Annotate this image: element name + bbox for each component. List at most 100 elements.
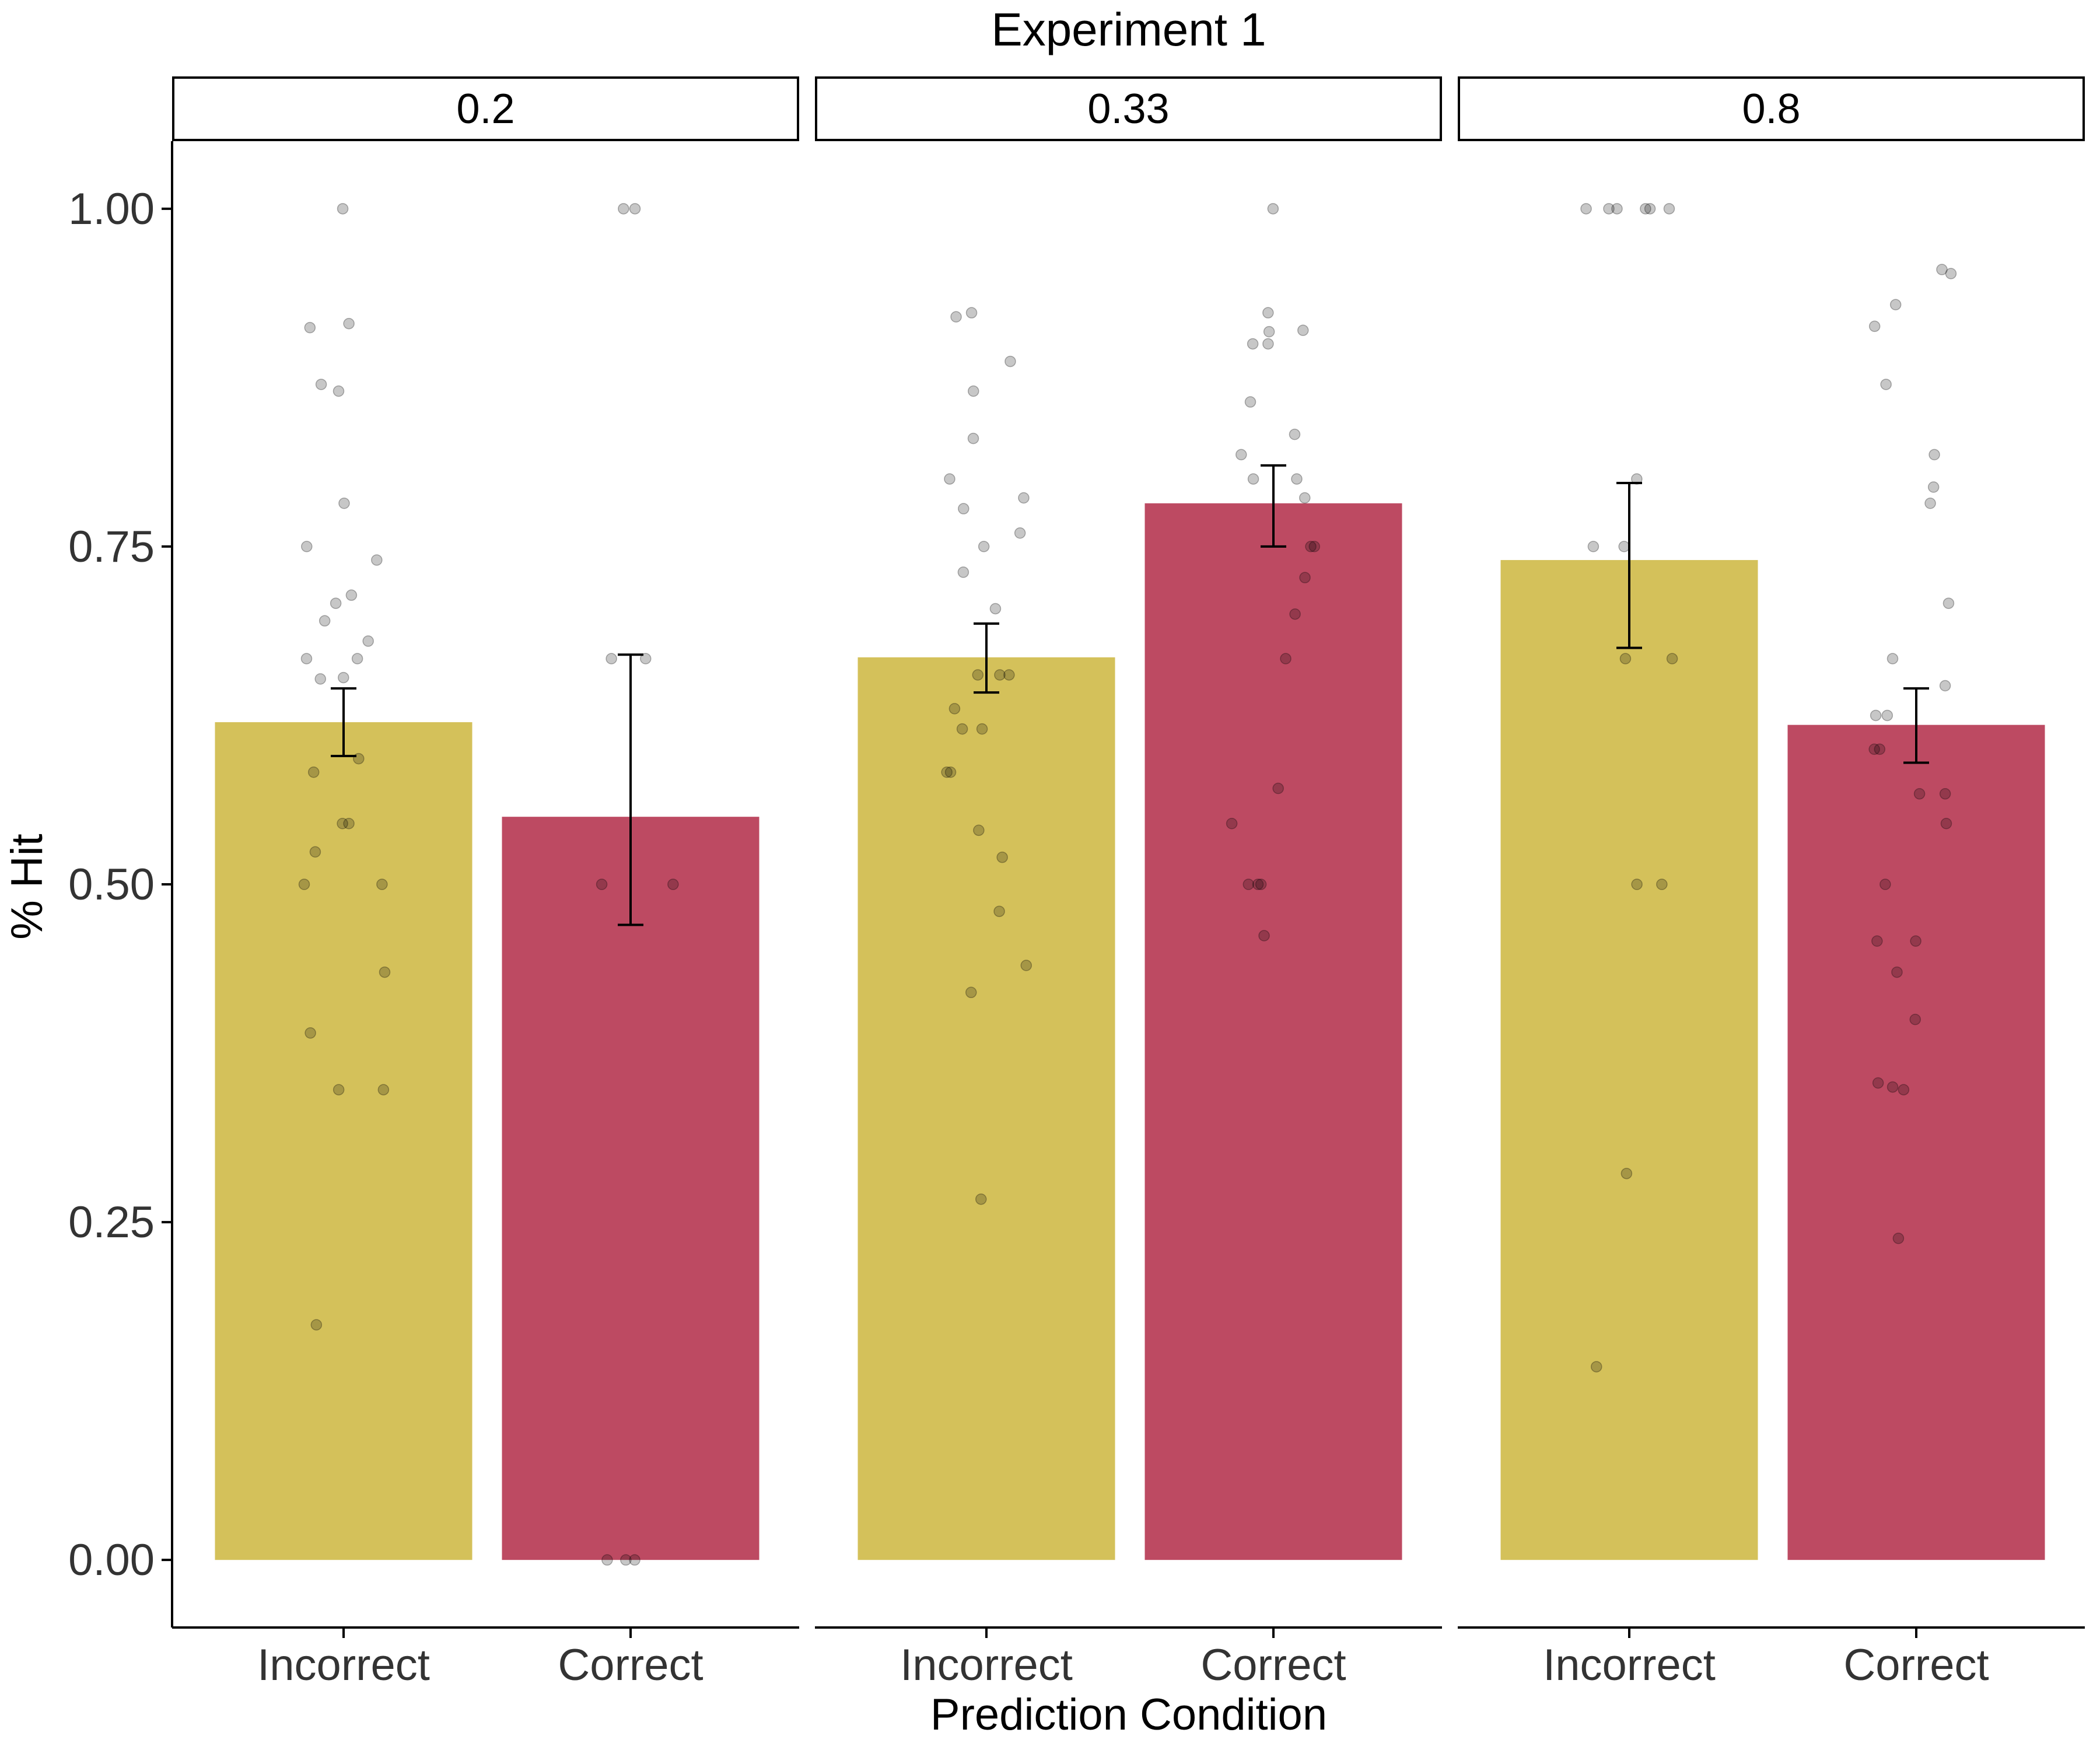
data-point	[606, 653, 617, 664]
data-point	[1272, 782, 1284, 794]
data-point	[338, 671, 349, 684]
data-point	[345, 589, 358, 601]
data-point	[315, 379, 327, 390]
data-point	[1252, 878, 1264, 890]
data-point	[1892, 1233, 1905, 1244]
data-point	[1631, 473, 1643, 485]
data-point	[1872, 1077, 1884, 1089]
data-point	[1887, 653, 1899, 664]
data-point	[596, 878, 608, 890]
data-point	[330, 597, 342, 609]
data-point	[1236, 449, 1247, 461]
x-axes: Incorrect Correct Incorrect Correct Incorrec…	[172, 1626, 2085, 1690]
data-point	[949, 703, 961, 715]
x-tick-label: Correct	[1200, 1640, 1346, 1690]
data-point	[1887, 1081, 1899, 1093]
data-point	[1003, 669, 1015, 681]
y-tick-label: 0.75	[68, 522, 155, 572]
data-point	[343, 317, 355, 330]
y-tick-label: 1.00	[68, 184, 155, 234]
data-point	[958, 503, 970, 514]
data-point	[1018, 492, 1030, 504]
facet-strip	[1458, 76, 2085, 141]
data-point	[309, 846, 321, 858]
data-point	[629, 203, 641, 215]
data-point	[1255, 878, 1267, 890]
y-axis-title: % Hit	[2, 834, 52, 940]
data-point	[1305, 541, 1317, 552]
data-point	[965, 986, 977, 999]
data-point	[1258, 930, 1270, 942]
data-point	[667, 878, 679, 890]
data-point	[944, 766, 957, 778]
data-point	[1242, 878, 1255, 890]
data-point	[1631, 878, 1643, 890]
data-point	[1939, 680, 1951, 692]
x-tick-label: Incorrect	[257, 1640, 430, 1690]
data-point	[1881, 709, 1894, 722]
data-point	[1870, 709, 1882, 722]
data-point	[1289, 608, 1301, 620]
facet-panel	[858, 203, 1402, 1560]
data-point	[1005, 355, 1016, 368]
data-point	[950, 311, 962, 323]
data-point	[1262, 338, 1274, 350]
data-point	[1297, 324, 1309, 337]
data-point	[1280, 653, 1292, 664]
facet-panel	[1500, 203, 2045, 1560]
data-point	[978, 541, 990, 552]
x-tick-label: Correct	[1843, 1640, 1989, 1690]
data-point	[1020, 960, 1032, 971]
data-point	[1014, 527, 1026, 539]
data-point	[1940, 818, 1952, 830]
data-point	[972, 669, 984, 681]
data-point	[337, 818, 348, 830]
data-point	[304, 1027, 316, 1039]
data-point	[1244, 396, 1256, 408]
data-point	[944, 473, 956, 485]
data-point	[1587, 541, 1600, 552]
data-point	[379, 966, 391, 978]
data-point	[1289, 428, 1301, 440]
data-point	[343, 818, 355, 830]
data-point	[941, 766, 953, 778]
data-point	[1611, 203, 1623, 215]
chart-title: Experiment 1	[991, 4, 1266, 55]
data-point	[1939, 788, 1951, 800]
data-point	[1620, 1167, 1633, 1180]
data-point	[957, 566, 970, 578]
x-tick-label: Incorrect	[900, 1640, 1073, 1690]
x-tick-label: Correct	[558, 1640, 703, 1690]
data-point	[332, 1084, 345, 1096]
data-point	[362, 635, 374, 647]
data-point	[351, 653, 363, 664]
data-point	[1267, 203, 1279, 215]
y-tick-label: 0.25	[68, 1198, 155, 1247]
data-point	[618, 203, 629, 215]
data-point	[1299, 572, 1311, 583]
x-tick-label: Incorrect	[1543, 1640, 1716, 1690]
data-point	[301, 541, 313, 552]
data-point	[975, 1193, 987, 1205]
data-point	[1929, 449, 1940, 461]
data-point	[376, 878, 388, 890]
data-point	[1927, 481, 1940, 493]
y-axis: 0.00 0.25 0.50 0.75 1.00	[68, 141, 173, 1628]
data-point	[601, 1554, 613, 1566]
data-point	[956, 723, 968, 735]
bar	[215, 722, 473, 1560]
bar	[1144, 503, 1402, 1560]
data-point	[973, 824, 985, 836]
data-point	[629, 1554, 640, 1566]
data-point	[1640, 203, 1651, 215]
facet-strip-label: 0.8	[1742, 86, 1800, 132]
data-point	[640, 653, 652, 664]
data-point	[1913, 788, 1926, 800]
data-point	[1924, 498, 1936, 509]
data-point	[1910, 935, 1922, 947]
data-point	[1936, 264, 1948, 275]
data-point	[298, 878, 310, 890]
data-point	[1262, 307, 1274, 318]
data-point	[968, 385, 979, 397]
